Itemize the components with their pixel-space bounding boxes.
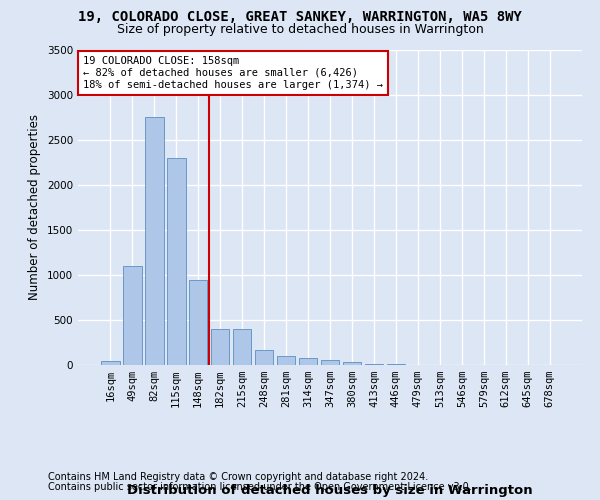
Bar bbox=[365, 364, 383, 365]
Y-axis label: Number of detached properties: Number of detached properties bbox=[28, 114, 41, 300]
Bar bbox=[167, 158, 185, 365]
X-axis label: Distribution of detached houses by size in Warrington: Distribution of detached houses by size … bbox=[127, 484, 533, 497]
Bar bbox=[343, 362, 361, 365]
Bar bbox=[101, 360, 119, 365]
Text: Contains HM Land Registry data © Crown copyright and database right 2024.: Contains HM Land Registry data © Crown c… bbox=[48, 472, 428, 482]
Bar bbox=[189, 280, 208, 365]
Bar bbox=[277, 356, 295, 365]
Bar bbox=[320, 360, 340, 365]
Text: Contains public sector information licensed under the Open Government Licence v3: Contains public sector information licen… bbox=[48, 482, 472, 492]
Text: 19 COLORADO CLOSE: 158sqm
← 82% of detached houses are smaller (6,426)
18% of se: 19 COLORADO CLOSE: 158sqm ← 82% of detac… bbox=[83, 56, 383, 90]
Bar bbox=[233, 329, 251, 365]
Text: Size of property relative to detached houses in Warrington: Size of property relative to detached ho… bbox=[116, 22, 484, 36]
Bar bbox=[299, 358, 317, 365]
Bar bbox=[386, 364, 405, 365]
Text: 19, COLORADO CLOSE, GREAT SANKEY, WARRINGTON, WA5 8WY: 19, COLORADO CLOSE, GREAT SANKEY, WARRIN… bbox=[78, 10, 522, 24]
Bar bbox=[211, 329, 229, 365]
Bar bbox=[123, 266, 142, 365]
Bar bbox=[255, 350, 274, 365]
Bar bbox=[145, 118, 164, 365]
